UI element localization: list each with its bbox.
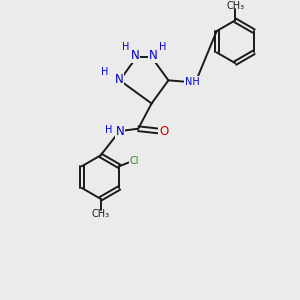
Text: N: N (131, 50, 140, 62)
Text: NH: NH (185, 77, 200, 87)
Text: H: H (101, 67, 109, 77)
Text: CH₃: CH₃ (92, 209, 110, 219)
Text: H: H (122, 42, 129, 52)
Text: O: O (159, 124, 169, 138)
Text: H: H (159, 42, 167, 52)
Text: N: N (116, 124, 124, 138)
Text: Cl: Cl (130, 156, 140, 166)
Text: N: N (115, 73, 124, 85)
Text: CH₃: CH₃ (226, 1, 244, 10)
Text: N: N (149, 50, 158, 62)
Text: H: H (105, 125, 112, 136)
